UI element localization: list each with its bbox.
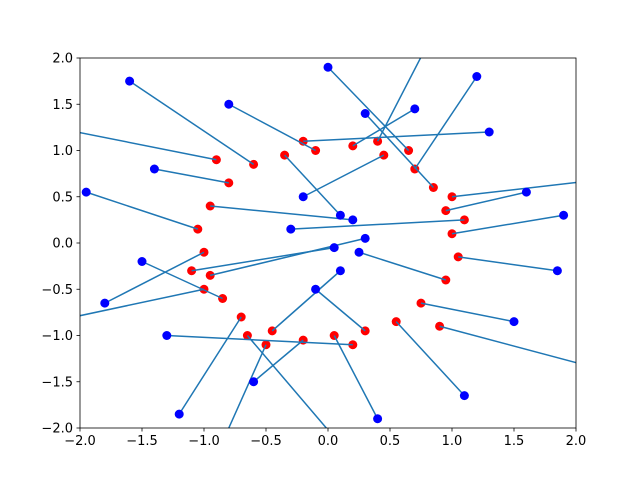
point xyxy=(509,317,519,327)
point xyxy=(212,451,221,460)
point xyxy=(298,192,308,202)
y-tick-label: 0.5 xyxy=(52,190,73,205)
x-tick-label: 1.5 xyxy=(504,434,525,449)
point xyxy=(249,377,259,387)
x-tick-label: 0.0 xyxy=(318,434,339,449)
point xyxy=(348,215,358,225)
link-line xyxy=(191,246,335,272)
link-line xyxy=(228,103,316,152)
x-tick-label: 1.0 xyxy=(442,434,463,449)
y-tick-label: −2.0 xyxy=(41,422,73,437)
link-line xyxy=(178,316,242,415)
point xyxy=(335,210,345,220)
link-line xyxy=(129,80,255,165)
link-line xyxy=(458,256,558,272)
x-tick-label: −0.5 xyxy=(250,434,282,449)
point xyxy=(360,233,370,243)
link-line xyxy=(271,270,341,332)
point xyxy=(286,224,296,234)
point xyxy=(609,368,618,377)
point xyxy=(26,118,35,127)
link-line xyxy=(210,237,366,277)
y-tick-label: −0.5 xyxy=(41,283,73,298)
point xyxy=(354,247,364,257)
y-tick-label: 1.0 xyxy=(52,144,73,159)
link-line xyxy=(395,321,465,397)
point xyxy=(360,109,370,118)
point xyxy=(100,298,110,308)
link-line xyxy=(253,339,304,383)
y-tick-label: −1.5 xyxy=(41,375,73,390)
x-tick-label: −2.0 xyxy=(64,434,96,449)
link-line xyxy=(358,251,447,281)
point xyxy=(559,210,569,220)
link-line xyxy=(315,288,366,332)
link-line xyxy=(439,325,576,364)
x-tick-label: −1.0 xyxy=(188,434,220,449)
link-line xyxy=(420,302,515,323)
link-line xyxy=(302,154,385,198)
point xyxy=(609,174,618,183)
link-line xyxy=(451,181,576,198)
point xyxy=(149,164,159,174)
axes-frame xyxy=(79,57,577,429)
point xyxy=(459,391,469,401)
point xyxy=(81,187,91,197)
point xyxy=(311,284,321,294)
point xyxy=(329,243,339,253)
link-line xyxy=(227,344,267,428)
point xyxy=(323,62,333,72)
point xyxy=(521,187,531,197)
point xyxy=(472,72,482,81)
x-tick-label: 0.5 xyxy=(380,434,401,449)
link-line xyxy=(352,108,416,147)
plot-area xyxy=(26,17,618,460)
point xyxy=(162,331,172,340)
link-line xyxy=(290,219,465,230)
x-tick-label: −1.5 xyxy=(126,434,158,449)
point xyxy=(224,99,234,109)
y-tick-label: 2.0 xyxy=(52,52,73,67)
link-line xyxy=(451,214,564,235)
point xyxy=(26,322,35,331)
link-line xyxy=(284,154,341,216)
link-line xyxy=(376,58,422,142)
link-line xyxy=(104,251,205,304)
link-line xyxy=(80,131,217,161)
point xyxy=(373,414,383,424)
y-tick-label: 0.0 xyxy=(52,237,73,252)
link-line xyxy=(333,335,379,420)
link-line xyxy=(364,112,434,189)
link-line xyxy=(141,260,223,300)
link-line xyxy=(154,168,229,184)
link-line xyxy=(246,335,328,428)
link-line xyxy=(210,205,353,221)
point xyxy=(484,127,494,137)
x-tick-label: 2.0 xyxy=(566,434,587,449)
link-line xyxy=(414,76,478,170)
y-tick-label: 1.5 xyxy=(52,98,73,113)
point xyxy=(125,76,135,86)
point xyxy=(137,257,147,266)
point xyxy=(335,266,345,276)
point xyxy=(435,17,444,26)
link-line xyxy=(166,334,353,346)
point xyxy=(552,266,562,276)
link-line xyxy=(85,191,199,230)
link-line xyxy=(445,191,527,212)
point xyxy=(410,104,420,114)
point xyxy=(174,409,184,419)
link-line xyxy=(327,66,410,152)
y-tick-label: −1.0 xyxy=(41,329,73,344)
link-line xyxy=(80,288,205,317)
